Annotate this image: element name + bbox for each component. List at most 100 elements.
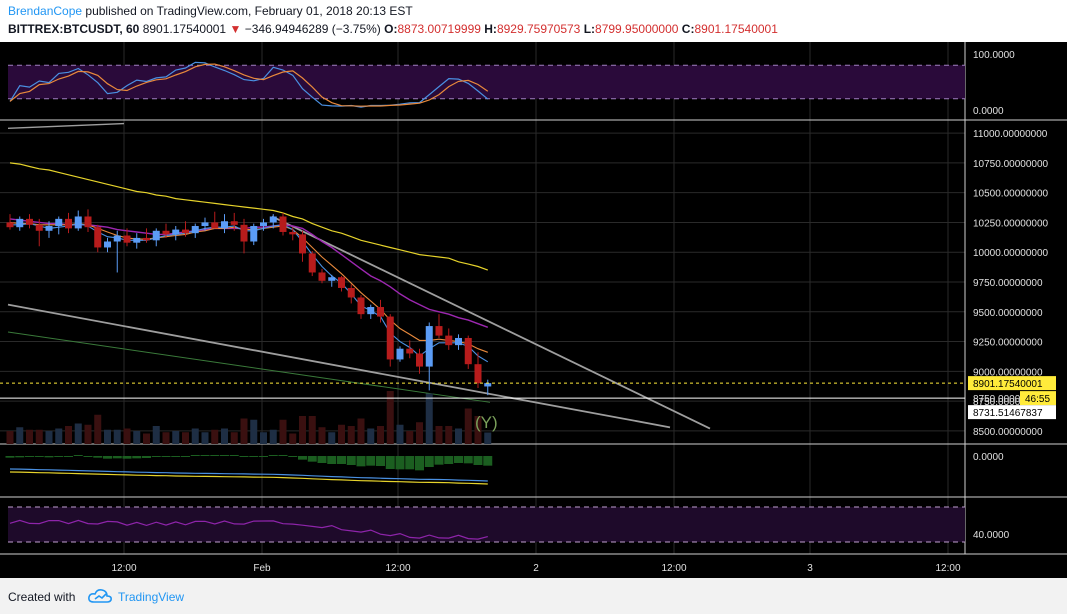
volume-bar	[377, 426, 384, 444]
last-price-box	[968, 376, 1056, 391]
volume-bar	[16, 427, 24, 444]
volume-bar	[260, 432, 267, 444]
volume-bar	[26, 429, 33, 444]
candle-body	[464, 337, 472, 365]
macd-histogram-bar	[463, 456, 473, 464]
volume-bar	[182, 432, 189, 444]
time-tick-label: 3	[807, 563, 813, 574]
volume-bar	[250, 419, 258, 444]
macd-histogram-bar	[259, 456, 268, 457]
candle-body	[328, 277, 336, 281]
candle-body	[123, 235, 131, 243]
candle-body	[35, 224, 43, 231]
volume-bar	[416, 422, 423, 444]
ma-yellow-line	[9, 162, 489, 271]
macd-histogram-bar	[317, 456, 327, 463]
macd-histogram-bar	[103, 456, 112, 459]
macd-histogram-bar	[190, 455, 200, 456]
volume-bar	[464, 408, 472, 444]
macd-histogram-bar	[473, 456, 483, 465]
candle-body	[299, 234, 306, 254]
green-trendline	[7, 331, 491, 403]
open-label: O:	[384, 22, 398, 36]
macd-histogram-bar	[444, 456, 454, 464]
volume-bar	[6, 431, 14, 444]
volume-bar	[113, 429, 121, 444]
macd-histogram-bar	[346, 456, 356, 465]
macd-histogram-bar	[405, 456, 415, 470]
macd-signal-line	[9, 468, 488, 482]
volume-bar	[123, 428, 131, 444]
high-label: H:	[484, 22, 497, 36]
candle-body	[435, 326, 443, 336]
price-tick-label: 8500.00000000	[973, 427, 1043, 438]
ma-purple-line	[9, 218, 489, 328]
candle-body	[308, 253, 316, 273]
volume-bar	[230, 432, 238, 444]
volume-bar	[386, 391, 394, 444]
macd-histogram-bar	[327, 456, 337, 464]
macd-histogram-bar	[424, 456, 434, 467]
volume-bar	[55, 428, 63, 444]
candle-body	[425, 326, 433, 367]
wave-annotation: (Y)	[475, 413, 498, 432]
candle-body	[143, 237, 150, 241]
countdown-box	[1020, 391, 1056, 406]
macd-histogram-bar	[93, 456, 103, 458]
price-tick-label: 10500.00000000	[973, 189, 1049, 200]
macd-histogram-bar	[34, 456, 44, 457]
mark-price-label: 8731.51467837	[973, 408, 1043, 419]
stoch-tick-label: 0.0000	[973, 106, 1004, 117]
candle-body	[474, 364, 482, 384]
candle-body	[357, 297, 365, 315]
macd-histogram-bar	[307, 456, 317, 462]
stoch-band	[8, 65, 965, 99]
volume-bar	[347, 426, 355, 444]
candle-body	[377, 307, 384, 317]
last-price-label: 8901.17540001	[973, 379, 1043, 390]
volume-bar	[152, 426, 160, 444]
volume-bar	[318, 427, 326, 444]
created-with-text: Created with	[8, 590, 76, 604]
open-value: 8873.00719999	[397, 22, 481, 36]
price-tick-label: 11000.00000000	[973, 129, 1048, 140]
price-tick-label: 9000.00000000	[973, 367, 1043, 378]
volume-bar	[299, 416, 306, 444]
macd-histogram-bar	[181, 456, 190, 457]
volume-bar	[133, 431, 141, 444]
volume-bar	[406, 431, 414, 444]
tradingview-brand-link[interactable]: TradingView	[118, 590, 185, 604]
macd-histogram-bar	[210, 455, 220, 456]
countdown-label: 46:55	[1025, 394, 1050, 405]
volume-bar	[474, 416, 482, 444]
macd-histogram-bar	[268, 455, 278, 456]
volume-bar	[172, 431, 180, 444]
upper-trendline	[7, 122, 125, 130]
candle-body	[416, 353, 423, 367]
volume-bar	[201, 432, 209, 444]
chart-area[interactable]: 11000.00000000 10750.00000000 10500.000000…	[0, 42, 1067, 578]
candle-body	[104, 241, 111, 248]
volume-bar	[35, 429, 43, 444]
macd-histogram-bar	[25, 456, 34, 457]
macd-histogram-bar	[200, 455, 210, 456]
author-link[interactable]: BrendanCope	[8, 4, 83, 18]
candle-body	[318, 272, 326, 281]
stoch-tick-label: 100.0000	[973, 50, 1015, 61]
macd-histogram-bar	[278, 455, 288, 456]
volume-bar	[357, 418, 365, 444]
candle-body	[445, 335, 453, 346]
volume-bar	[104, 429, 111, 444]
down-arrow-icon: ▼	[229, 22, 242, 36]
macd-histogram-bar	[229, 455, 239, 456]
macd-histogram-bar	[376, 456, 385, 466]
ma-orange-line	[9, 221, 488, 353]
mark-price-box	[968, 405, 1056, 420]
macd-tick-label: 0.0000	[973, 452, 1004, 463]
rsi-line	[9, 519, 488, 540]
chart-canvas[interactable]: 11000.00000000 10750.00000000 10500.000000…	[0, 42, 1067, 578]
macd-histogram-bar	[132, 456, 142, 459]
macd-histogram-bar	[112, 456, 122, 459]
volume-bar	[328, 432, 336, 444]
candle-body	[182, 229, 189, 234]
